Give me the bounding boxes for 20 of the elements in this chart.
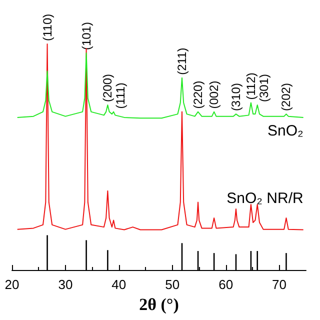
annotation: (310)	[228, 83, 243, 112]
annotation: (101)	[79, 22, 94, 50]
annotation: (220)	[191, 80, 206, 109]
x-tick-label: 20	[4, 277, 20, 292]
annotation: (200)	[100, 74, 115, 102]
x-tick-label: 60	[218, 277, 234, 292]
annotation: (301)	[256, 74, 271, 102]
series-label: SnO₂ NR/R	[226, 190, 304, 207]
x-axis-title: 2θ (°)	[139, 295, 179, 314]
x-tick-label: 50	[165, 277, 180, 292]
x-tick-label: 30	[58, 277, 73, 292]
annotation: (110)	[40, 14, 54, 41]
annotation: (202)	[279, 83, 294, 112]
series-label: SnO₂	[267, 122, 304, 140]
annotation: (112)	[244, 72, 258, 100]
annotation: (211)	[174, 48, 189, 75]
annotation: (002)	[207, 80, 222, 109]
x-tick-label: 70	[272, 277, 287, 292]
x-tick-label: 40	[112, 277, 126, 292]
annotation: (111)	[114, 82, 128, 109]
